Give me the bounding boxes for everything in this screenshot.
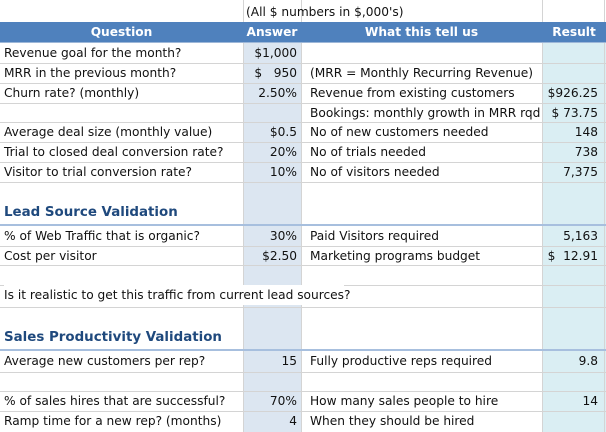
result-cell[interactable]: $ 73.75 bbox=[551, 106, 598, 120]
what-cell[interactable]: When they should be hired bbox=[310, 414, 475, 428]
answer-cell[interactable]: 10% bbox=[269, 165, 297, 179]
gridline-h bbox=[0, 372, 606, 373]
question-cell[interactable]: % of Web Traffic that is organic? bbox=[4, 229, 200, 243]
answer-cell[interactable]: $2.50 bbox=[262, 249, 297, 263]
answer-cell[interactable]: $1,000 bbox=[254, 46, 297, 60]
question-cell[interactable]: MRR in the previous month? bbox=[4, 66, 177, 80]
answer-cell[interactable]: 30% bbox=[269, 229, 297, 243]
section-title-lead-source: Lead Source Validation bbox=[4, 205, 178, 220]
question-cell[interactable]: Trial to closed deal conversion rate? bbox=[4, 145, 224, 159]
answer-cell[interactable]: 4 bbox=[289, 414, 297, 428]
what-cell[interactable]: No of visitors needed bbox=[310, 165, 440, 179]
answer-cell[interactable]: $ 950 bbox=[254, 66, 297, 80]
question-cell[interactable]: Average new customers per rep? bbox=[4, 354, 206, 368]
what-cell[interactable]: Revenue from existing customers bbox=[310, 86, 515, 100]
what-cell[interactable]: Marketing programs budget bbox=[310, 249, 481, 263]
gridline-h bbox=[0, 63, 606, 64]
realistic-question[interactable]: Is it realistic to get this traffic from… bbox=[4, 285, 350, 305]
gridline-h bbox=[0, 246, 606, 247]
gridline-v bbox=[301, 0, 302, 432]
question-cell[interactable]: Churn rate? (monthly) bbox=[4, 86, 140, 100]
gridline-v bbox=[604, 0, 605, 432]
gridline-h bbox=[0, 265, 606, 266]
result-cell[interactable]: 148 bbox=[574, 125, 598, 139]
gridline-h bbox=[0, 411, 606, 412]
gridline-h bbox=[0, 122, 606, 123]
gridline-h bbox=[0, 83, 606, 84]
section-rule bbox=[0, 349, 606, 351]
section-rule bbox=[0, 224, 606, 226]
question-cell[interactable]: % of sales hires that are successful? bbox=[4, 394, 226, 408]
answer-cell[interactable]: 20% bbox=[269, 145, 297, 159]
result-cell[interactable]: 9.8 bbox=[578, 354, 598, 368]
result-cell[interactable]: 738 bbox=[574, 145, 598, 159]
answer-column-fill bbox=[243, 43, 301, 432]
result-cell[interactable]: 5,163 bbox=[563, 229, 598, 243]
gridline-v bbox=[542, 0, 543, 432]
answer-cell[interactable]: $0.5 bbox=[269, 125, 297, 139]
header-question: Question bbox=[90, 25, 153, 39]
header-result: Result bbox=[552, 25, 596, 39]
header-what: What this tell us bbox=[364, 25, 479, 39]
header-row bbox=[0, 22, 606, 43]
question-cell[interactable]: Visitor to trial conversion rate? bbox=[4, 165, 192, 179]
result-cell[interactable]: 7,375 bbox=[563, 165, 598, 179]
gridline-h bbox=[0, 162, 606, 163]
result-cell[interactable]: $926.25 bbox=[547, 86, 598, 100]
result-column-fill bbox=[542, 43, 606, 432]
answer-cell[interactable]: 2.50% bbox=[258, 86, 297, 100]
gridline-v bbox=[243, 0, 244, 432]
gridline-h bbox=[0, 307, 606, 308]
gridline-h bbox=[0, 391, 606, 392]
what-cell[interactable]: Fully productive reps required bbox=[310, 354, 493, 368]
what-cell[interactable]: Bookings: monthly growth in MRR rqd bbox=[310, 106, 541, 120]
question-cell[interactable]: Cost per visitor bbox=[4, 249, 97, 263]
units-note: (All $ numbers in $,000's) bbox=[246, 5, 404, 19]
result-cell[interactable]: $ 12.91 bbox=[547, 249, 598, 263]
question-cell[interactable]: Revenue goal for the month? bbox=[4, 46, 182, 60]
gridline-h bbox=[0, 182, 606, 183]
what-cell[interactable]: No of trials needed bbox=[310, 145, 427, 159]
what-cell[interactable]: No of new customers needed bbox=[310, 125, 489, 139]
header-rule bbox=[0, 42, 606, 43]
question-cell[interactable]: Average deal size (monthly value) bbox=[4, 125, 213, 139]
what-cell[interactable]: (MRR = Monthly Recurring Revenue) bbox=[310, 66, 534, 80]
gridline-h bbox=[0, 103, 606, 104]
section-title-sales-productivity: Sales Productivity Validation bbox=[4, 330, 222, 345]
header-answer: Answer bbox=[246, 25, 298, 39]
gridline-h bbox=[0, 142, 606, 143]
answer-cell[interactable]: 70% bbox=[269, 394, 297, 408]
answer-cell[interactable]: 15 bbox=[281, 354, 297, 368]
result-cell[interactable]: 14 bbox=[582, 394, 598, 408]
what-cell[interactable]: How many sales people to hire bbox=[310, 394, 499, 408]
what-cell[interactable]: Paid Visitors required bbox=[310, 229, 439, 243]
question-cell[interactable]: Ramp time for a new rep? (months) bbox=[4, 414, 222, 428]
